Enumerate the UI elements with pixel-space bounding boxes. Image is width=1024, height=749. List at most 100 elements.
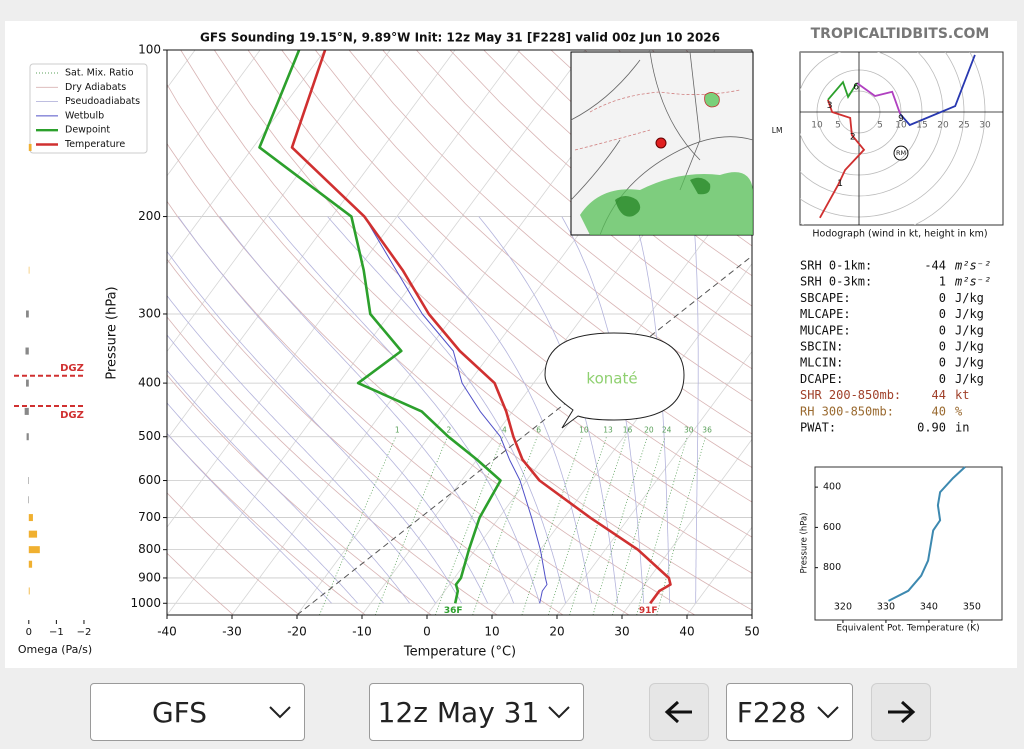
- index-label: SRH 0-1km:: [800, 259, 872, 273]
- mixing-ratio-label: 6: [536, 426, 541, 435]
- init-select[interactable]: 12z May 31: [369, 683, 584, 741]
- profile-line: [291, 50, 548, 604]
- legend-label: Wetbulb: [65, 110, 104, 121]
- mixing-ratio-label: 4: [502, 426, 507, 435]
- omega-bar: [25, 347, 29, 355]
- index-label: MLCAPE:: [800, 307, 851, 321]
- arrow-left-icon: [664, 700, 692, 724]
- pseudoadiabat: [397, 216, 593, 604]
- dry-adiabat: [348, 50, 752, 402]
- mixing-ratio-line: [636, 436, 688, 615]
- dry-adiabat: [247, 50, 752, 503]
- index-value: 0.90: [917, 421, 946, 435]
- index-value: 0: [939, 340, 946, 354]
- legend-label: Temperature: [64, 139, 125, 150]
- pseudoadiabat: [327, 216, 567, 604]
- index-label: DCAPE:: [800, 372, 843, 386]
- mixing-ratio-label: 1: [395, 426, 400, 435]
- x-tick-label: 340: [920, 602, 938, 613]
- skewt-background: [167, 50, 752, 615]
- x-tick-label: 40: [679, 625, 694, 639]
- previous-button[interactable]: [649, 683, 709, 741]
- next-button[interactable]: [871, 683, 931, 741]
- isotherm-grid-line: [426, 175, 752, 615]
- mixing-ratio-line: [547, 436, 607, 615]
- dry-adiabat: [167, 316, 498, 615]
- index-value: 0: [939, 356, 946, 370]
- index-value: 0: [939, 323, 946, 337]
- height-label: 2: [850, 133, 856, 143]
- hodograph-tick-label: 5: [835, 121, 841, 131]
- pseudoadiabat: [167, 334, 411, 604]
- omega-bar: [28, 143, 32, 151]
- index-label: PWAT:: [800, 421, 836, 435]
- y-tick-label: 600: [138, 473, 161, 487]
- omega-bar: [28, 266, 30, 274]
- index-unit: in: [955, 421, 969, 435]
- pseudoadiabat: [219, 216, 515, 604]
- mixing-ratio-line: [569, 436, 627, 615]
- y-tick-label: 900: [138, 570, 161, 584]
- isotherm: [167, 50, 456, 440]
- pseudoadiabat: [268, 216, 541, 604]
- model-select[interactable]: GFS: [90, 683, 305, 741]
- y-axis-label: Pressure (hPa): [800, 513, 810, 574]
- omega-bar: [24, 407, 29, 415]
- hodograph-tick-label: 25: [958, 121, 969, 131]
- storm-motion-marker: [893, 145, 909, 161]
- hodograph: [799, 51, 1004, 226]
- omega-bar: [28, 477, 29, 485]
- y-tick-label: 300: [138, 306, 161, 320]
- arrow-right-icon: [888, 700, 916, 724]
- mixing-ratio-label: 10: [579, 426, 589, 435]
- hodograph-tick-label: 10: [895, 121, 907, 131]
- hodograph-caption: Hodograph (wind in kt, height in km): [812, 229, 987, 240]
- dry-adiabat: [382, 50, 752, 370]
- x-tick-label: 350: [963, 602, 981, 613]
- surface-label: 91F: [639, 606, 658, 616]
- x-tick-label: −2: [77, 627, 92, 638]
- x-tick-label: -10: [352, 625, 372, 639]
- theta-e-chart: 320 330 340 350 400 600 800 Equivalent Pot. Tem…: [800, 466, 1003, 634]
- omega-bar: [28, 560, 33, 568]
- isotherm-grid-line: [556, 350, 752, 615]
- x-tick-label: −1: [49, 627, 64, 638]
- height-label: 3: [827, 101, 833, 111]
- legend-label: Sat. Mix. Ratio: [65, 68, 134, 79]
- mixing-ratio-label: 36: [702, 426, 712, 435]
- index-unit: J/kg: [955, 291, 984, 305]
- omega-bar: [28, 546, 40, 554]
- theta-e-line: [888, 466, 966, 602]
- isotherm: [167, 50, 261, 177]
- dry-adiabat: [167, 374, 432, 615]
- index-unit: kt: [955, 388, 969, 402]
- isotherm-grid-line: [167, 50, 586, 615]
- x-tick-label: 0: [26, 627, 32, 638]
- pseudoadiabat: [167, 402, 358, 604]
- legend-label: Dry Adiabats: [65, 82, 126, 93]
- dry-adiabat: [167, 552, 234, 615]
- y-tick-label: 700: [138, 510, 161, 524]
- index-label: RH 300-850mb:: [800, 404, 894, 418]
- forecast-hour-select[interactable]: F228: [726, 683, 853, 741]
- plot-frame: [166, 49, 753, 616]
- bubble-text: konaté: [586, 370, 637, 388]
- height-label: 9: [898, 114, 904, 124]
- isotherm-grid-line: [621, 438, 752, 615]
- index-label: SBCIN:: [800, 340, 843, 354]
- hodograph-tick-label: 15: [916, 121, 927, 131]
- x-tick-label: 320: [834, 602, 852, 613]
- y-tick-label: 100: [138, 43, 161, 57]
- index-unit: %: [955, 404, 963, 418]
- omega-bar: [28, 587, 30, 595]
- index-unit: J/kg: [955, 307, 984, 321]
- index-value: 1: [939, 275, 946, 289]
- x-tick-label: 0: [423, 625, 431, 639]
- hodograph-tick-label: 10: [811, 121, 823, 131]
- index-value: 0: [939, 291, 946, 305]
- index-value: 0: [939, 372, 946, 386]
- mixing-ratio-label: 20: [644, 426, 654, 435]
- mixing-ratio-label: 24: [662, 426, 672, 435]
